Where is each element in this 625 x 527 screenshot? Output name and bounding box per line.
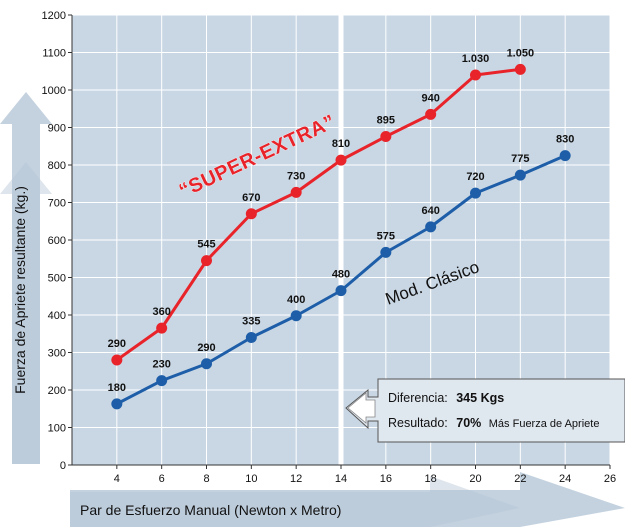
data-point (425, 221, 437, 233)
data-point (290, 186, 302, 198)
data-point (290, 310, 302, 322)
series-line-0 (115, 67, 521, 362)
difference-callout: Diferencia: 345 Kgs Resultado: 70% Más F… (345, 378, 625, 443)
series-group: 290 360 545 670 730 810 895 940 1.030 1.050 180 230… (108, 47, 574, 410)
x-axis-arrow-back (70, 476, 520, 527)
data-point (514, 169, 526, 181)
data-label: 545 (197, 239, 215, 251)
data-point (201, 358, 212, 370)
svg-text:Diferencia: 345 Kgs: Diferencia: 345 Kgs (388, 391, 504, 405)
data-label: 640 (421, 205, 439, 217)
data-label: 290 (197, 342, 215, 354)
y-axis-arrow (0, 92, 52, 464)
data-point (201, 255, 212, 267)
x-tick-label: 8 (203, 473, 209, 485)
data-point (470, 69, 481, 81)
y-tick-label: 0 (60, 460, 66, 472)
data-label: 360 (152, 306, 170, 318)
data-point (111, 354, 123, 366)
data-label: 1.030 (462, 53, 490, 65)
data-label: 335 (242, 316, 260, 328)
callout-shape (345, 378, 625, 443)
callout-difference-label: Diferencia: (388, 391, 448, 405)
data-point (470, 187, 481, 199)
y-tick-label: 1100 (42, 48, 66, 60)
data-label: 830 (556, 134, 574, 146)
x-tick-label: 24 (559, 473, 571, 485)
data-label: 180 (108, 382, 126, 394)
x-tick-label: 18 (425, 473, 437, 485)
y-axis-arrow-upper (0, 162, 52, 464)
data-label: 290 (108, 338, 126, 350)
x-tick-label: 14 (335, 473, 347, 485)
y-tick-label: 800 (48, 160, 66, 172)
data-label: 720 (466, 171, 484, 183)
x-tick-label: 4 (114, 473, 120, 485)
data-point (335, 154, 347, 166)
data-label: 230 (152, 359, 170, 371)
x-tick-label: 10 (245, 473, 257, 485)
y-tick-label: 400 (48, 310, 66, 322)
data-point (380, 246, 392, 258)
data-label: 730 (287, 170, 305, 182)
data-label: 940 (421, 92, 439, 104)
x-axis-arrow (70, 472, 625, 527)
x-tick-label: 26 (604, 473, 616, 485)
x-axis-title: Par de Esfuerzo Manual (Newton x Metro) (80, 502, 341, 518)
callout-result-label: Resultado: (388, 416, 448, 430)
grid (72, 14, 611, 465)
data-label: 400 (287, 294, 305, 306)
data-point (559, 150, 571, 162)
callout-arrow-icon (347, 392, 376, 424)
y-tick-label: 100 (48, 423, 66, 435)
callout-result-value: 70% (456, 416, 481, 430)
data-label: 670 (242, 192, 260, 204)
data-label: 1.050 (507, 47, 535, 59)
y-tick-label: 300 (48, 348, 66, 360)
y-tick-label: 1000 (42, 85, 66, 97)
data-label: 480 (332, 269, 350, 281)
y-tick-label: 900 (48, 123, 66, 135)
data-point (245, 332, 257, 343)
x-tick-label: 12 (290, 473, 302, 485)
data-point (425, 108, 437, 120)
data-point (335, 285, 347, 297)
axes (68, 14, 611, 469)
data-point (514, 63, 526, 75)
y-axis-title: Fuerza de Apriete resultante (kg.) (12, 186, 28, 394)
svg-text:Resultado: 70% Más: Resultado: 70% Más Fuerza de Apriete (388, 416, 599, 430)
x-tick-label: 6 (159, 473, 165, 485)
x-tick-label: 22 (514, 473, 526, 485)
y-tick-label: 700 (48, 198, 66, 210)
x-tick-label: 16 (380, 473, 392, 485)
data-label: 895 (377, 115, 395, 127)
callout-difference-value: 345 Kgs (456, 391, 504, 405)
y-tick-label: 500 (48, 273, 66, 285)
data-label: 775 (511, 153, 529, 165)
y-tick-label: 1200 (42, 10, 66, 22)
x-tick-labels: 4 6 8 10 12 14 16 18 20 22 24 26 (114, 473, 616, 485)
data-point (156, 375, 168, 387)
data-label: 810 (332, 138, 350, 150)
y-tick-label: 200 (48, 385, 66, 397)
data-point (380, 131, 392, 142)
data-label: 575 (377, 230, 395, 242)
data-point (245, 208, 257, 220)
data-point (156, 322, 168, 334)
x-tick-label: 20 (469, 473, 481, 485)
callout-result-text: Más Fuerza de Apriete (489, 418, 600, 430)
y-tick-labels: 0 100 200 300 400 500 600 700 800 900 1000 1100 1200 (42, 10, 66, 472)
y-tick-label: 600 (48, 235, 66, 247)
data-point (111, 398, 123, 410)
